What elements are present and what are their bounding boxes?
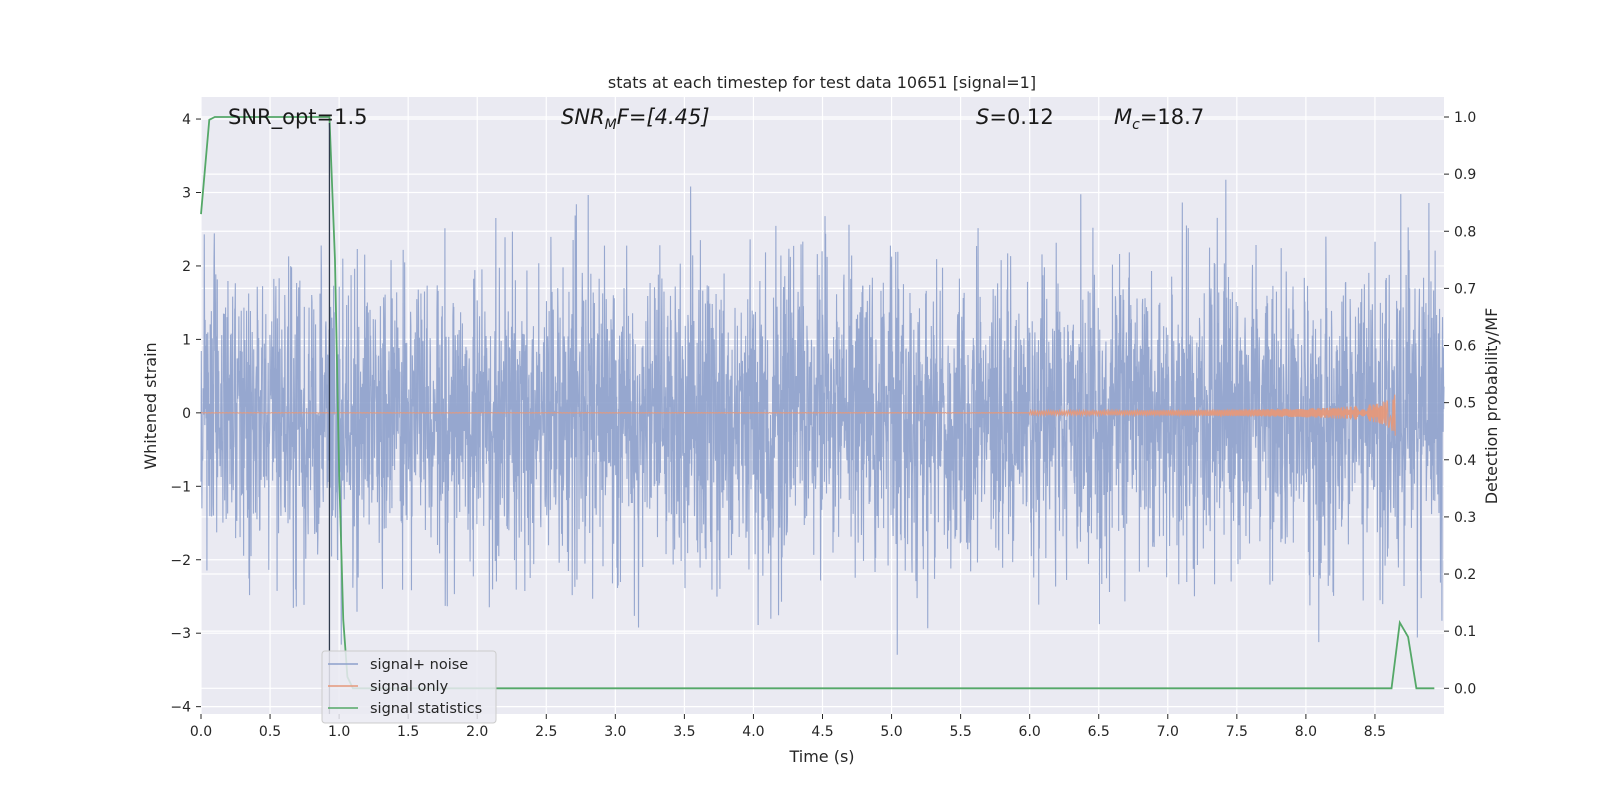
series-line-signal-only xyxy=(200,394,1396,436)
y-tick-label-6: −2 xyxy=(170,553,191,569)
series-signal-only xyxy=(200,394,1396,436)
y-axis-right-label: Detection probability/MF xyxy=(1482,308,1501,505)
annotation-s: S=0.12 xyxy=(976,105,1054,129)
annotation-mc-sub: c xyxy=(1132,117,1140,133)
x-tick-label-2: 1.0 xyxy=(328,724,350,740)
x-tick-label-4: 2.0 xyxy=(466,724,488,740)
x-tick-label-5: 2.5 xyxy=(535,724,557,740)
annotation-snr-mf-rest: F=[4.45] xyxy=(617,105,710,129)
y-right-tick-label-6: 0.4 xyxy=(1454,453,1476,469)
x-tick-label-7: 3.5 xyxy=(673,724,695,740)
x-tick-label-17: 8.5 xyxy=(1364,724,1386,740)
x-tick-label-3: 1.5 xyxy=(397,724,419,740)
y-right-tick-label-0: 1.0 xyxy=(1454,110,1476,126)
y-tick-label-4: 0 xyxy=(182,406,191,422)
x-tick-label-15: 7.5 xyxy=(1226,724,1248,740)
y-tick-label-8: −4 xyxy=(170,700,191,716)
y-right-tick-label-5: 0.5 xyxy=(1454,396,1476,412)
annotation-snr-mf-main: SNR xyxy=(561,105,605,129)
annotation-mc: Mc=18.7 xyxy=(1114,105,1204,133)
annotation-snr-mf-sub: M xyxy=(605,117,617,133)
annotation-mc-symbol: M xyxy=(1114,105,1132,129)
legend-box xyxy=(321,650,497,724)
annotation-snr-mf: SNRMF=[4.45] xyxy=(561,105,710,133)
x-tick-label-1: 0.5 xyxy=(259,724,281,740)
y-tick-label-5: −1 xyxy=(170,479,191,495)
series-line-signal-plus-noise xyxy=(200,179,1445,655)
x-tick-label-16: 8.0 xyxy=(1295,724,1317,740)
x-tick-label-10: 5.0 xyxy=(880,724,902,740)
x-tick-label-13: 6.5 xyxy=(1088,724,1110,740)
annotation-snr-opt: SNR_opt=1.5 xyxy=(228,105,368,130)
x-tick-label-11: 5.5 xyxy=(949,724,971,740)
annotation-s-symbol: S xyxy=(976,105,989,129)
y-right-tick-label-7: 0.3 xyxy=(1454,510,1476,526)
annotation-s-value: =0.12 xyxy=(989,105,1053,129)
y-tick-label-1: 3 xyxy=(182,185,191,201)
legend-label-signal-only: signal only xyxy=(370,679,449,695)
y-right-tick-label-8: 0.2 xyxy=(1454,567,1476,583)
x-axis-ticks: 0.0 0.5 1.0 1.5 2.0 2.5 3.0 3.5 4.0 4.5 5.0 5.5 6.0 6… xyxy=(190,714,1386,740)
y-tick-label-3: 1 xyxy=(182,332,191,348)
x-tick-label-9: 4.5 xyxy=(811,724,833,740)
x-tick-label-14: 7.0 xyxy=(1157,724,1179,740)
legend-label-signal-statistics: signal statistics xyxy=(370,701,482,717)
y-axis-label: Whitened strain xyxy=(141,342,160,469)
x-tick-label-6: 3.0 xyxy=(604,724,626,740)
y-right-tick-label-10: 0.0 xyxy=(1454,681,1476,697)
x-tick-label-12: 6.0 xyxy=(1019,724,1041,740)
series-signal-plus-noise xyxy=(200,179,1445,655)
y-tick-label-2: 2 xyxy=(182,259,191,275)
y-right-tick-label-3: 0.7 xyxy=(1454,281,1476,297)
y-right-tick-label-9: 0.1 xyxy=(1454,624,1476,640)
y-axis-left-ticks: 4 3 2 1 0 −1 −2 −3 −4 xyxy=(170,112,201,716)
legend: signal+ noise signal only signal statist… xyxy=(321,650,497,724)
legend-label-signal-plus-noise: signal+ noise xyxy=(370,657,468,673)
y-right-tick-label-4: 0.6 xyxy=(1454,339,1476,355)
y-right-tick-label-2: 0.8 xyxy=(1454,224,1476,240)
y-tick-label-7: −3 xyxy=(170,626,191,642)
y-right-tick-label-1: 0.9 xyxy=(1454,167,1476,183)
chart-title: stats at each timestep for test data 106… xyxy=(608,73,1036,92)
y-tick-label-0: 4 xyxy=(182,112,191,128)
y-axis-right-ticks: 1.0 0.9 0.8 0.7 0.6 0.5 0.4 0.3 0.2 0.1 0.0 xyxy=(1444,110,1476,697)
x-axis-label: Time (s) xyxy=(788,747,854,766)
x-tick-label-0: 0.0 xyxy=(190,724,212,740)
annotation-mc-value: =18.7 xyxy=(1140,105,1204,129)
x-tick-label-8: 4.0 xyxy=(742,724,764,740)
